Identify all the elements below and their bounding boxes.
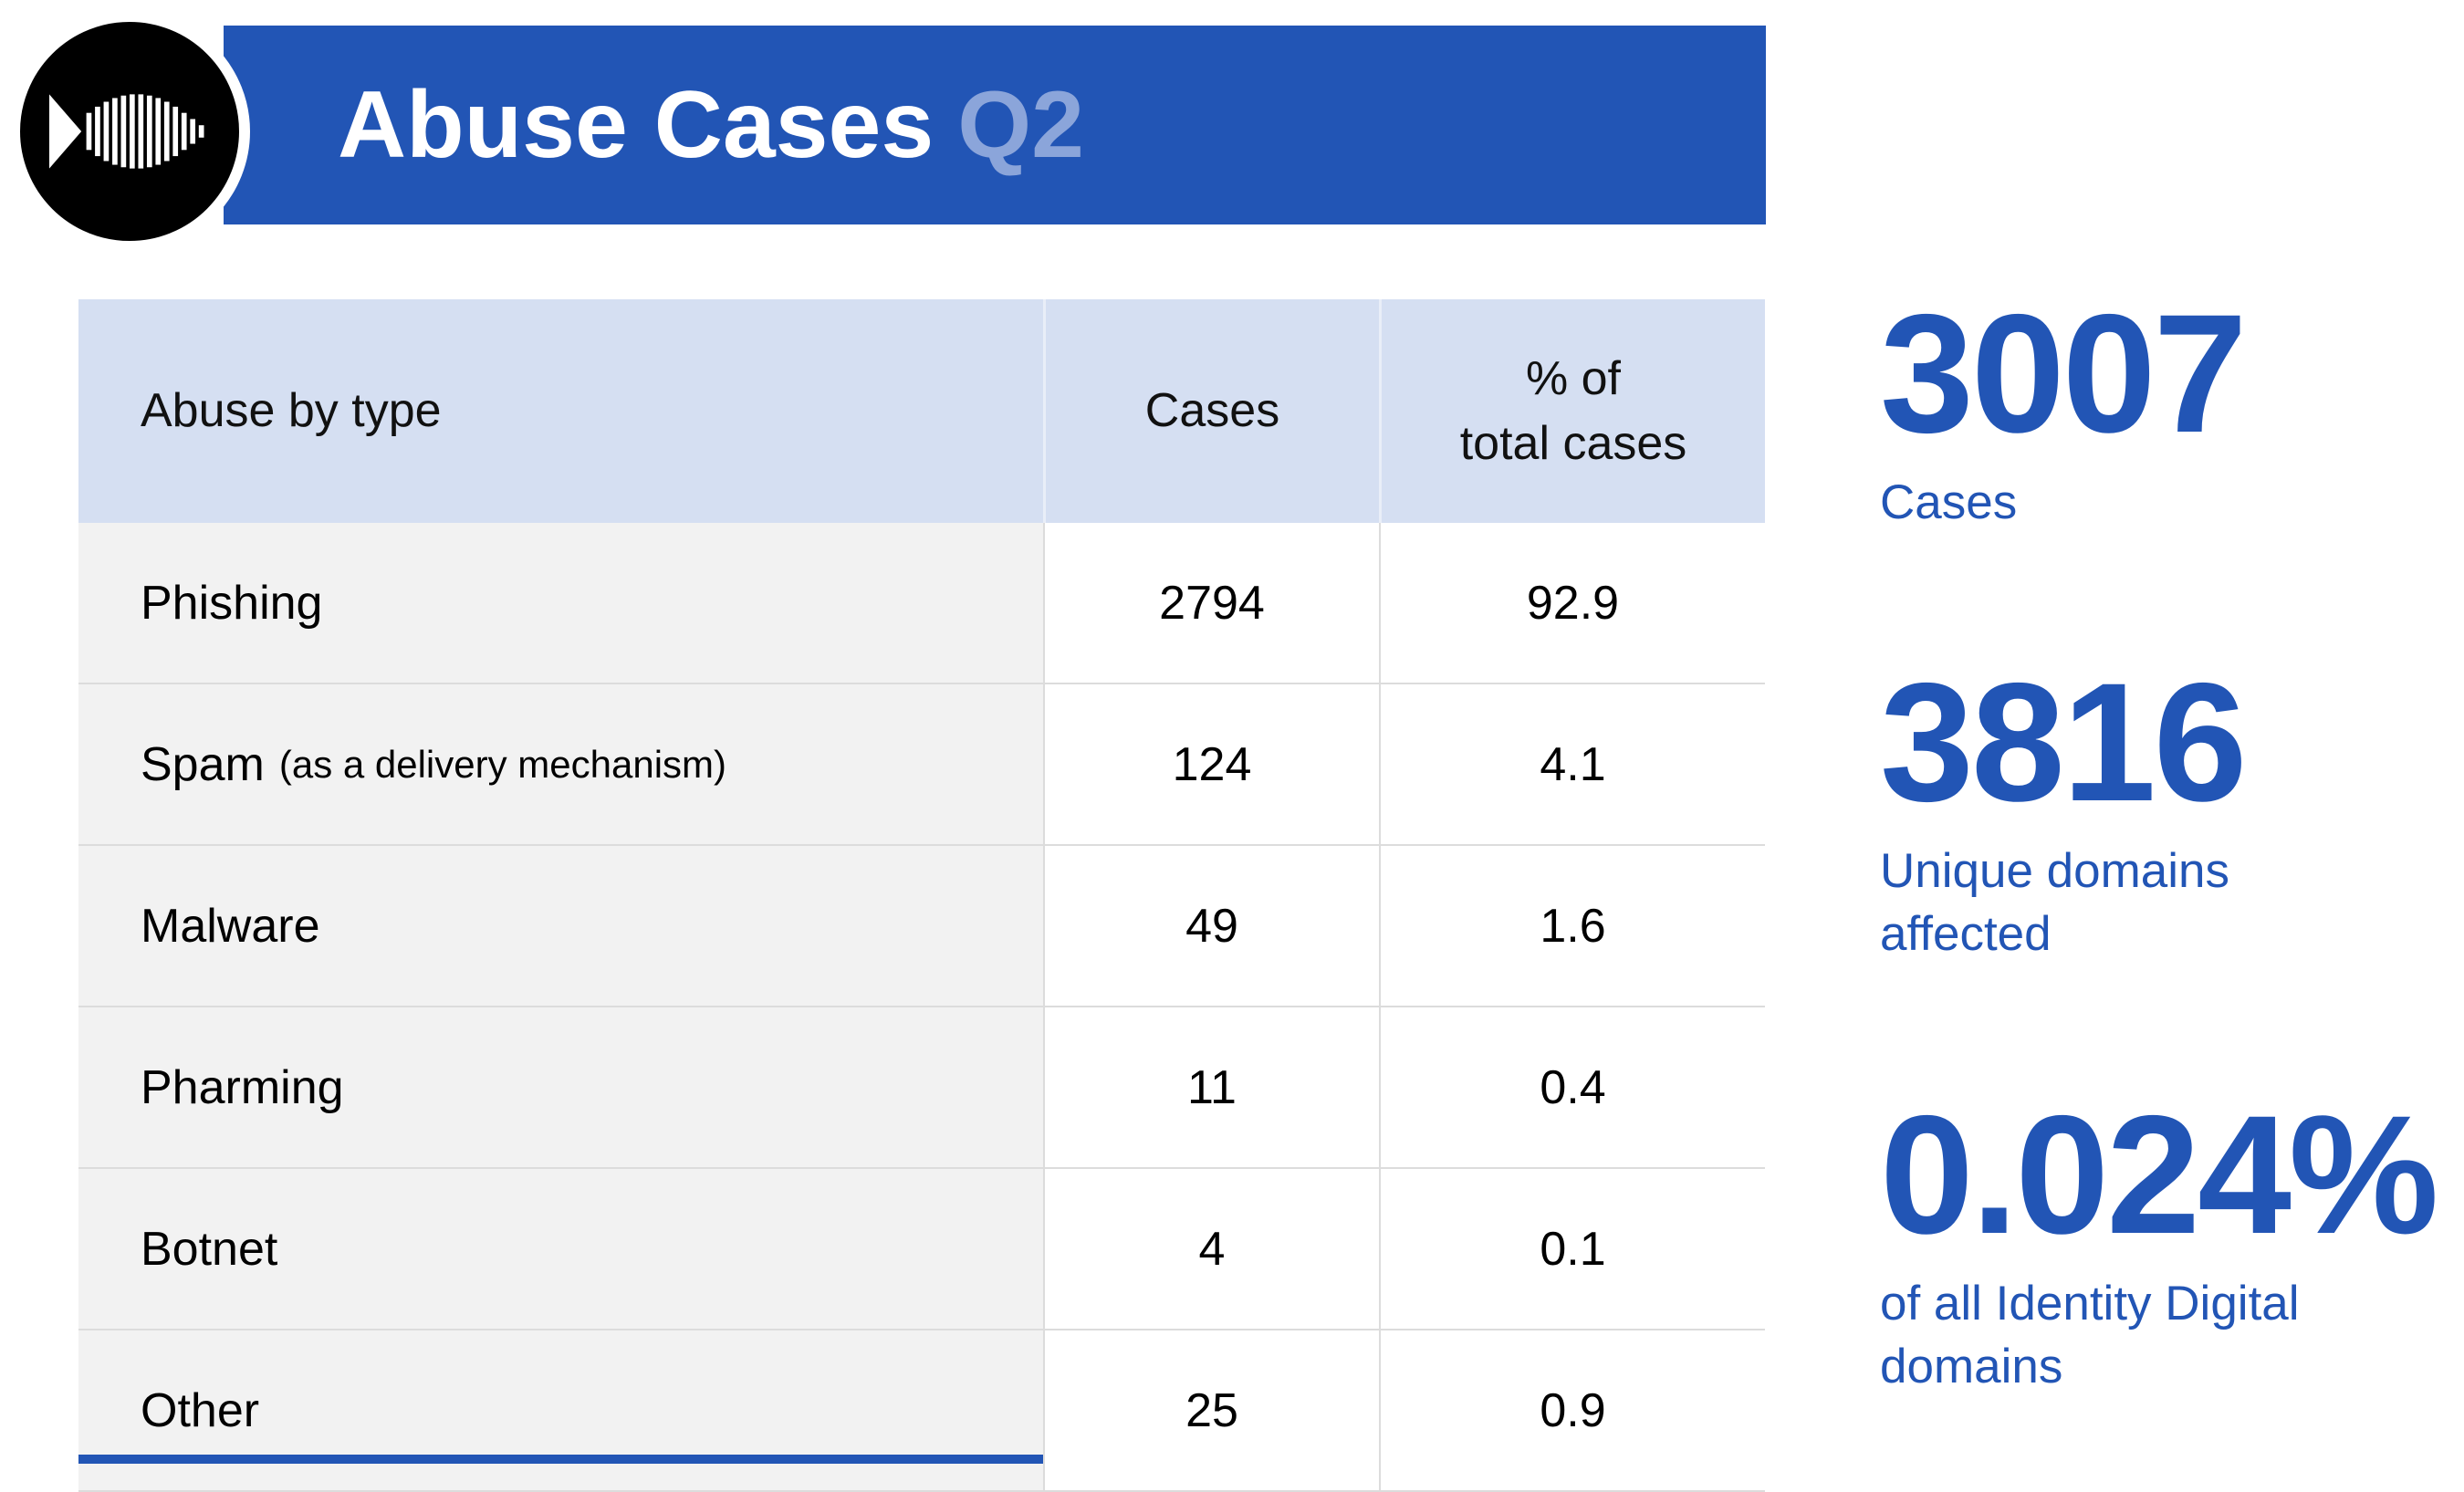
abuse-type-cell: Other <box>78 1330 1043 1490</box>
table-header-row: Abuse by type Cases % of total cases <box>78 299 1765 523</box>
cases-cell: 49 <box>1043 846 1379 1006</box>
abuse-type-cell: Spam (as a delivery mechanism) <box>78 684 1043 844</box>
header-banner: Abuse Cases Q2 <box>224 26 1766 224</box>
abuse-type-label: Phishing <box>141 576 323 630</box>
pct-cell: 0.4 <box>1379 1007 1765 1167</box>
page-title: Abuse Cases Q2 <box>338 71 1084 180</box>
table-row-botnet: Botnet 4 0.1 <box>78 1169 1765 1330</box>
pct-cell: 0.1 <box>1379 1169 1765 1329</box>
abuse-type-label: Malware <box>141 899 320 953</box>
abuse-type-cell: Pharming <box>78 1007 1043 1167</box>
stat-label-domain-percentage: of all Identity Digital domains <box>1880 1277 2300 1393</box>
cases-cell: 2794 <box>1043 523 1379 683</box>
column-header-abuse-by-type: Abuse by type <box>141 384 442 438</box>
abuse-type-label: Pharming <box>141 1060 344 1114</box>
table-row-malware: Malware 49 1.6 <box>78 846 1765 1007</box>
brand-logo <box>9 11 250 252</box>
stat-unique-domains: 3816 Unique domains affected <box>1880 659 2318 966</box>
pct-cell: 4.1 <box>1379 684 1765 844</box>
cases-cell: 124 <box>1043 684 1379 844</box>
next-section-banner-edge <box>78 1455 1043 1464</box>
stat-total-cases: 3007 Cases <box>1880 280 2248 535</box>
stat-domain-percentage: 0.024% of all Identity Digital domains <box>1880 1081 2438 1399</box>
abuse-type-cell: Botnet <box>78 1169 1043 1329</box>
abuse-type-cell: Malware <box>78 846 1043 1006</box>
cases-cell: 11 <box>1043 1007 1379 1167</box>
abuse-type-label: Other <box>141 1383 260 1437</box>
table-row-pharming: Pharming 11 0.4 <box>78 1007 1765 1169</box>
column-header-pct-total: % of total cases <box>1379 299 1765 523</box>
pct-cell: 1.6 <box>1379 846 1765 1006</box>
pct-cell: 0.9 <box>1379 1330 1765 1490</box>
abuse-type-note: (as a delivery mechanism) <box>278 742 727 786</box>
fish-icon <box>49 94 204 169</box>
stat-value-cases: 3007 <box>1880 280 2248 468</box>
table-row-phishing: Phishing 2794 92.9 <box>78 523 1765 684</box>
abuse-type-label: Botnet <box>141 1222 278 1276</box>
stat-label-unique-domains: Unique domains affected <box>1880 844 2230 961</box>
table-row-spam: Spam (as a delivery mechanism) 124 4.1 <box>78 684 1765 846</box>
column-header-cases: Cases <box>1043 299 1379 523</box>
abuse-by-type-table: Abuse by type Cases % of total cases Phi… <box>78 299 1765 1492</box>
stat-value-domain-percentage: 0.024% <box>1880 1081 2438 1269</box>
stat-value-unique-domains: 3816 <box>1880 649 2248 837</box>
pct-cell: 92.9 <box>1379 523 1765 683</box>
cases-cell: 4 <box>1043 1169 1379 1329</box>
cases-cell: 25 <box>1043 1330 1379 1490</box>
table-row-other: Other 25 0.9 <box>78 1330 1765 1492</box>
page-title-quarter: Q2 <box>957 71 1084 178</box>
stat-label-cases: Cases <box>1880 475 2018 529</box>
abuse-type-cell: Phishing <box>78 523 1043 683</box>
page-title-text: Abuse Cases <box>338 71 934 178</box>
abuse-type-label: Spam <box>141 737 265 791</box>
